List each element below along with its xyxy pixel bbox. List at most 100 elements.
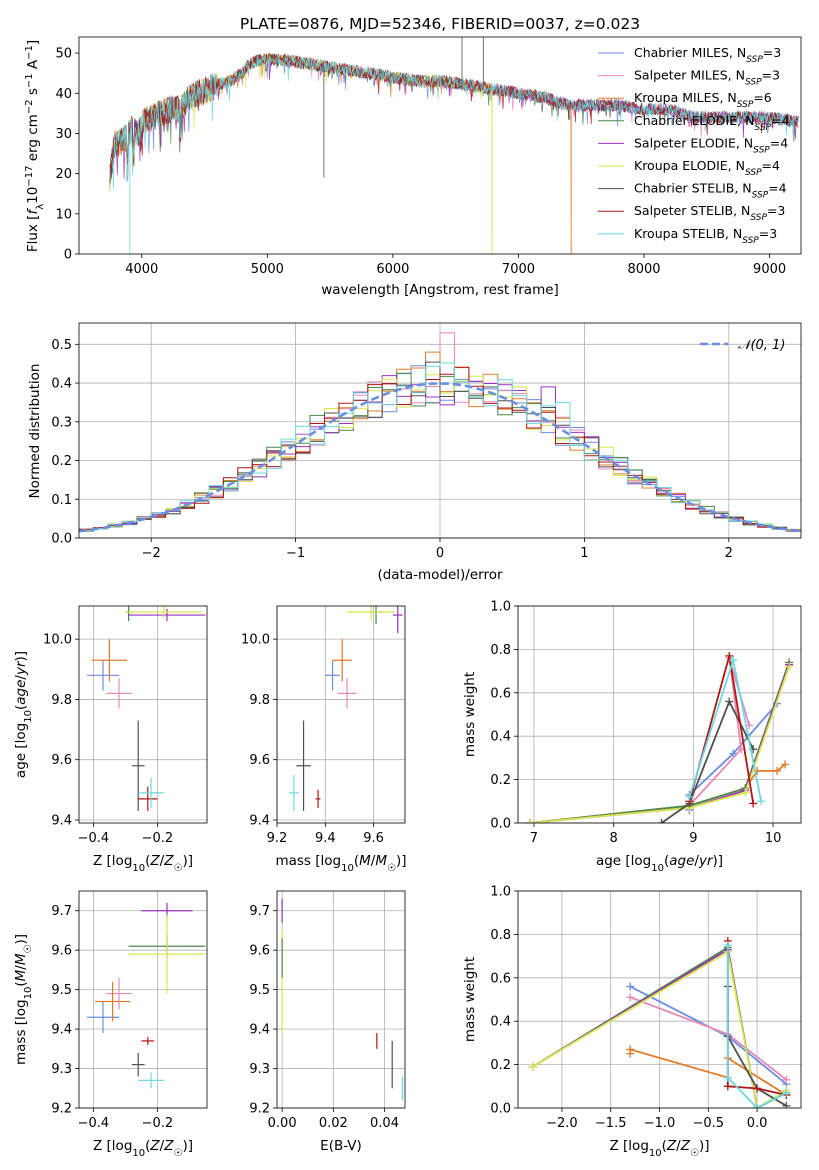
spectrum-line <box>109 53 799 184</box>
legend-value: =3 <box>767 203 785 218</box>
label-part: ☉ <box>690 1148 699 1159</box>
label-part: 10 <box>341 863 354 874</box>
label-part: ☉ <box>173 863 182 874</box>
y-axis-label: mass weight <box>462 672 478 757</box>
x-tick-label: 5000 <box>251 262 284 277</box>
histogram-series <box>79 332 801 531</box>
legend-text: Kroupa STELIB, N <box>634 226 742 241</box>
legend-text: Salpeter STELIB, N <box>634 203 750 218</box>
legend-sub: SSP <box>737 100 754 110</box>
plot-area <box>281 898 404 1101</box>
y-tick-label: 20 <box>55 167 72 182</box>
y-tick-label: 0.2 <box>51 454 72 469</box>
x-axis-label: wavelength [Angstrom, rest frame] <box>321 282 559 298</box>
label-part: Z <box>149 1138 160 1154</box>
label-part: M <box>13 969 29 981</box>
legend-text: Kroupa ELODIE, N <box>634 158 745 173</box>
x-tick-label: 2 <box>725 546 733 561</box>
plot-area <box>289 606 403 811</box>
label-part: λ <box>35 204 46 210</box>
label-part: / <box>160 1138 165 1154</box>
label-part: ☉ <box>387 863 396 874</box>
label-part: −17 <box>24 166 35 187</box>
y-tick-label: 30 <box>55 127 72 142</box>
label-part: Z <box>163 1138 174 1154</box>
x-tick-label: 6000 <box>376 262 409 277</box>
x-tick-label: 10 <box>765 831 782 846</box>
x-tick-label: −0.4 <box>78 831 110 846</box>
plot-area <box>525 651 794 823</box>
label-part: / <box>160 853 165 869</box>
label-part: )] <box>713 853 724 869</box>
axes-frame <box>78 36 802 255</box>
label-part: )] <box>699 1138 710 1154</box>
label-part: s <box>25 88 41 99</box>
y-tick-label: 1.0 <box>490 885 511 900</box>
x-tick-label: 0 <box>436 546 444 561</box>
panel-mass-vs-EBV: 0.00 0.02 0.04 9.2 9.3 9.4 9.5 9.6 9.7 E(B-V) <box>249 890 406 1154</box>
x-axis-label: mass [log10(M/M☉)] <box>275 853 406 874</box>
x-tick-label: 9.6 <box>363 831 384 846</box>
legend-entry: Kroupa MILES, NSSP=6 <box>634 90 772 110</box>
x-tick-label: 4000 <box>125 262 158 277</box>
label-part: ( <box>145 853 150 869</box>
x-tick-label: 9000 <box>753 262 786 277</box>
legend-text: Chabrier ELODIE, N <box>634 113 754 128</box>
label-part: ( <box>145 1138 150 1154</box>
legend-entry: Chabrier STELIB, NSSP=4 <box>634 181 787 201</box>
y-tick-label: 0.1 <box>51 493 72 508</box>
y-tick-label: 0.5 <box>51 338 72 353</box>
axes-frame <box>276 890 406 1109</box>
y-tick-label: 9.4 <box>51 1023 72 1038</box>
y-tick-label: 1.0 <box>490 600 511 615</box>
axes-frame <box>517 890 802 1109</box>
y-tick-label: 0.3 <box>51 415 72 430</box>
plot-area <box>528 936 791 1108</box>
y-tick-label: 9.8 <box>51 693 72 708</box>
legend-entry: Chabrier ELODIE, NSSP=4 <box>634 113 789 133</box>
label-part: 10 <box>25 187 41 204</box>
label-part: 10 <box>651 863 664 874</box>
x-tick-label: −0.2 <box>142 831 174 846</box>
label-part: Z <box>666 1138 677 1154</box>
y-tick-label: 9.5 <box>249 983 270 998</box>
x-tick-label: −1.0 <box>644 1116 676 1131</box>
y-tick-label: 9.2 <box>249 1102 270 1117</box>
label-part: M <box>13 953 29 965</box>
y-tick-label: 0.0 <box>51 532 72 547</box>
x-tick-label: 0.0 <box>747 1116 768 1131</box>
legend-value: =4 <box>768 181 786 196</box>
label-part: −1 <box>24 45 35 60</box>
label-part: / <box>676 1138 681 1154</box>
label-part: 10 <box>132 863 145 874</box>
label-part: )] <box>182 1138 193 1154</box>
legend-value: =4 <box>770 135 788 150</box>
label-part: 10 <box>23 987 34 1000</box>
label-part: −1 <box>24 73 35 88</box>
legend-sub: SSP <box>742 236 759 246</box>
label-part: erg cm <box>25 114 41 165</box>
weight-series <box>529 763 786 823</box>
y-tick-label: 9.6 <box>249 753 270 768</box>
plot-area <box>109 37 799 254</box>
legend-sub: SSP <box>745 168 762 178</box>
histogram-series <box>79 362 801 532</box>
label-part: yr <box>13 660 29 676</box>
legend-sub: SSP <box>754 123 771 133</box>
y-tick-label: 10 <box>55 207 72 222</box>
y-tick-label: 0.8 <box>490 928 511 943</box>
y-tick-label: 0.4 <box>51 377 72 392</box>
legend-text: Kroupa MILES, N <box>634 90 737 105</box>
x-tick-label: 8 <box>610 831 618 846</box>
label-part: ( <box>664 853 669 869</box>
label-part: ( <box>662 1138 667 1154</box>
x-tick-label: 7000 <box>502 262 535 277</box>
y-tick-label: 0.0 <box>490 817 511 832</box>
x-axis-label: Z [log10(Z/Z☉)] <box>93 1138 193 1159</box>
weight-series <box>529 666 790 823</box>
y-tick-label: 50 <box>55 47 72 62</box>
label-part: / <box>694 853 699 869</box>
legend-text: Salpeter ELODIE, N <box>634 135 753 150</box>
